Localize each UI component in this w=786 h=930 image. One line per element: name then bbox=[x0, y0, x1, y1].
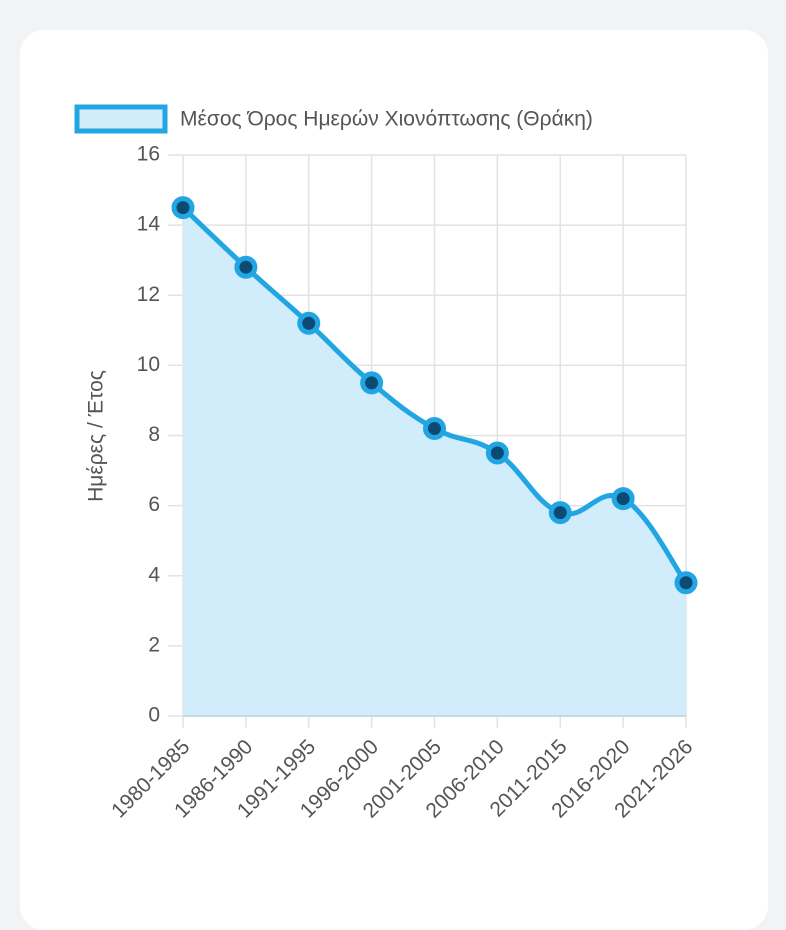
y-tick-label: 6 bbox=[148, 493, 160, 516]
y-tick-label: 2 bbox=[148, 633, 160, 656]
y-tick-label: 14 bbox=[137, 213, 161, 236]
y-tick-label: 16 bbox=[137, 143, 160, 166]
point bbox=[360, 371, 384, 395]
point bbox=[171, 196, 195, 220]
y-tick-label: 12 bbox=[137, 283, 160, 306]
y-tick-label: 0 bbox=[148, 704, 160, 727]
y-tick-label: 10 bbox=[137, 353, 160, 376]
point bbox=[297, 311, 321, 335]
point bbox=[674, 571, 698, 595]
point bbox=[234, 255, 258, 279]
y-tick-label: 8 bbox=[148, 423, 160, 446]
point bbox=[485, 441, 509, 465]
legend-label: Μέσος Όρος Ημερών Χιονόπτωσης (Θράκη) bbox=[180, 108, 593, 131]
chart: Ημέρες / Έτος Μέσος Όρος Ημερών Χιονόπτω… bbox=[74, 104, 698, 822]
point bbox=[548, 501, 572, 525]
point bbox=[611, 487, 635, 511]
point bbox=[423, 416, 446, 440]
y-tick-label: 4 bbox=[148, 563, 160, 586]
legend-swatch bbox=[74, 104, 168, 134]
page: {"chart_data": {"type": "line", "categor… bbox=[20, 30, 768, 930]
y-axis-title: Ημέρες / Έτος bbox=[85, 370, 108, 502]
